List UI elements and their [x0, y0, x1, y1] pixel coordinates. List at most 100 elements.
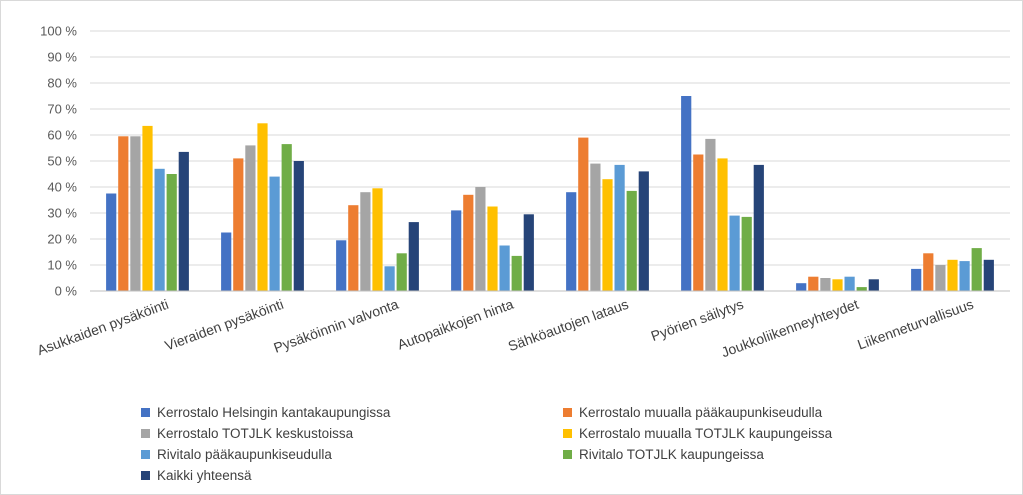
bar [844, 276, 855, 291]
bar [947, 259, 958, 291]
bar [221, 232, 232, 291]
bar [983, 259, 994, 291]
bar [856, 287, 867, 291]
bar [396, 253, 407, 291]
bar [257, 123, 268, 291]
bar [269, 176, 280, 291]
legend-label: Kerrostalo muualla TOTJLK kaupungeissa [579, 426, 833, 441]
legend-item: Rivitalo pääkaupunkiseudulla [141, 447, 332, 462]
legend-label: Kaikki yhteensä [157, 468, 252, 483]
y-tick-label: 20 % [47, 232, 77, 247]
bar [796, 283, 807, 291]
bar [523, 214, 534, 291]
bar [130, 136, 141, 291]
x-tick-label: Pysäköinnin valvonta [271, 296, 400, 356]
bar [681, 96, 692, 291]
bar [511, 255, 522, 291]
legend-item: Kaikki yhteensä [141, 468, 252, 483]
bar [729, 215, 740, 291]
x-tick-label: Vieraiden pysäköinti [163, 296, 286, 354]
y-tick-label: 70 % [47, 102, 77, 117]
legend-item: Kerrostalo muualla pääkaupunkiseudulla [563, 405, 822, 420]
bar [832, 279, 843, 291]
x-tick-label: Autopaikkojen hinta [395, 296, 516, 353]
bar [106, 193, 117, 291]
bar [463, 194, 474, 291]
legend-swatch [141, 429, 150, 438]
legend-item: Kerrostalo TOTJLK keskustoissa [141, 426, 353, 441]
bar [923, 253, 934, 291]
bar [578, 137, 589, 291]
x-tick-label: Sähköautojen lataus [506, 296, 631, 354]
x-tick-label: Asukkaiden pysäköinti [35, 296, 171, 358]
bar [626, 190, 637, 291]
bar [118, 136, 129, 291]
y-tick-label: 90 % [47, 50, 77, 65]
y-tick-label: 0 % [55, 284, 78, 299]
bar [753, 164, 764, 291]
y-tick-label: 50 % [47, 154, 77, 169]
legend-swatch [141, 408, 150, 417]
bar [614, 164, 625, 291]
bar [408, 222, 419, 291]
y-axis-tick-labels: 0 % 10 % 20 % 30 % 40 % 50 % 60 % 70 % 80 % 90 % 1… [40, 24, 77, 299]
y-tick-label: 30 % [47, 206, 77, 221]
bar [487, 206, 498, 291]
bar [868, 279, 879, 291]
legend-label: Rivitalo pääkaupunkiseudulla [157, 447, 332, 462]
x-tick-label: Pyörien säilytys [649, 296, 746, 344]
bar [281, 144, 292, 291]
bars [106, 96, 994, 292]
y-tick-label: 80 % [47, 76, 77, 91]
legend-swatch [141, 450, 150, 459]
bar [820, 278, 831, 291]
bar [566, 192, 577, 291]
legend-swatch [563, 408, 572, 417]
bar [475, 187, 486, 291]
bar [178, 151, 189, 291]
y-tick-label: 10 % [47, 258, 77, 273]
bar [741, 216, 752, 291]
chart-legend: Kerrostalo Helsingin kantakaupungissa Ker… [141, 405, 901, 493]
legend-swatch [563, 450, 572, 459]
legend-label: Kerrostalo Helsingin kantakaupungissa [157, 405, 391, 420]
bar [245, 145, 256, 291]
bar [590, 163, 601, 291]
bar [233, 158, 244, 291]
legend-item: Kerrostalo muualla TOTJLK kaupungeissa [563, 426, 832, 441]
bar [372, 188, 383, 291]
bar [705, 138, 716, 291]
legend-label: Rivitalo TOTJLK kaupungeissa [579, 447, 764, 462]
bar [693, 154, 704, 291]
legend-label: Kerrostalo TOTJLK keskustoissa [157, 426, 354, 441]
bar [166, 174, 177, 291]
x-tick-label: Liikenneturvallisuus [855, 296, 975, 353]
bar [602, 179, 613, 291]
bar [154, 168, 165, 291]
legend-item: Kerrostalo Helsingin kantakaupungissa [141, 405, 390, 420]
legend-swatch [563, 429, 572, 438]
bar [808, 276, 819, 291]
bar [293, 161, 304, 291]
y-tick-label: 40 % [47, 180, 77, 195]
bar [336, 240, 347, 291]
bar [348, 205, 359, 291]
bar [499, 245, 510, 291]
legend-item: Rivitalo TOTJLK kaupungeissa [563, 447, 764, 462]
bar [971, 248, 982, 291]
bar [911, 268, 922, 291]
bar [360, 192, 371, 291]
legend-swatch [141, 471, 150, 480]
bar [142, 125, 153, 292]
bar [384, 266, 395, 291]
bar [638, 171, 649, 291]
bar [717, 158, 728, 291]
bar [451, 210, 462, 291]
y-tick-label: 100 % [40, 24, 77, 39]
y-tick-label: 60 % [47, 128, 77, 143]
bar [959, 261, 970, 291]
legend-label: Kerrostalo muualla pääkaupunkiseudulla [579, 405, 823, 420]
bar [935, 265, 946, 291]
